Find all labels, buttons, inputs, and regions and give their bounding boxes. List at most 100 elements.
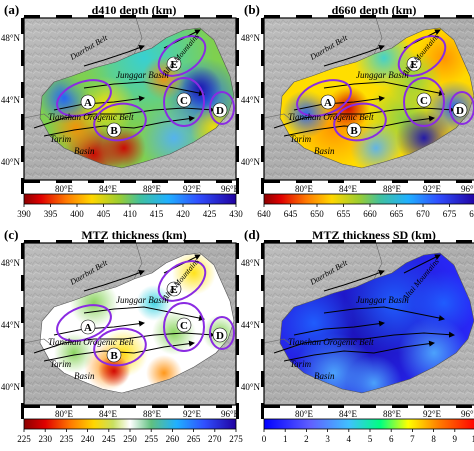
lon-tick-label: 96°E: [461, 409, 474, 419]
panel-title: d410 depth (km): [92, 3, 177, 17]
fault-line: [283, 340, 435, 362]
region-circle-d: D: [212, 102, 228, 118]
region-circle-e: E: [166, 281, 182, 297]
panel-1: (b) d660 depth (km) A B C D E Tianshan Orogenic…: [241, 2, 474, 219]
colorbar-tick-label: 400: [70, 209, 84, 219]
lat-tick-label: 48°N: [1, 258, 21, 268]
panel-title: MTZ thickness (km): [81, 228, 186, 242]
colorbar-gradient: [263, 418, 474, 430]
lat-tick-label: 44°N: [241, 95, 261, 105]
study-ellipse: [157, 35, 207, 77]
lat-tick-label: 44°N: [241, 320, 261, 330]
panel-letter: (c): [4, 227, 18, 242]
region-letter: B: [350, 125, 358, 137]
lat-tick-label: 48°N: [241, 258, 261, 268]
lon-tick-label: 96°E: [221, 184, 240, 194]
panel-letter: (a): [4, 2, 19, 17]
map-area: A B C D E Tianshan Orogenic Belt Junggar Basin…: [21, 15, 239, 194]
region-letter: D: [216, 105, 224, 117]
lon-tick-label: 96°E: [221, 409, 240, 419]
map-area: A B C D E Tianshan Orogenic Belt Junggar Basin…: [21, 240, 239, 419]
panel-letter: (d): [244, 227, 260, 242]
colorbar-tick-label: 225: [17, 434, 31, 444]
colorbar-tick-label: 415: [150, 209, 164, 219]
colorbar-tick-label: 275: [229, 434, 243, 444]
study-ellipse: [449, 91, 474, 125]
lon-tick-label: 92°E: [423, 184, 442, 194]
region-circle-a: A: [80, 319, 96, 335]
colorbar-tick-label: 680: [469, 209, 474, 219]
fault-line: [323, 269, 385, 292]
region-circle-e: E: [406, 56, 422, 72]
colorbar-tick-label: 640: [257, 209, 271, 219]
lon-tick-label: 88°E: [143, 409, 162, 419]
fault-line: [293, 95, 385, 111]
fault-line: [293, 320, 385, 336]
region-letter: C: [420, 95, 428, 107]
fault-line: [83, 81, 205, 96]
region-letter: B: [110, 350, 118, 362]
colorbar-tick-label: 3: [325, 434, 330, 444]
lon-tick-label: 84°E: [99, 409, 118, 419]
region-circle-c: C: [416, 92, 432, 108]
fault-line: [83, 306, 205, 321]
region-letter: D: [216, 330, 224, 342]
colorbar-tick-label: 675: [443, 209, 457, 219]
colorbar-tick-label: 425: [203, 209, 217, 219]
geo-label-1: Junggar Basin: [356, 70, 409, 80]
region-circle-c: C: [176, 92, 192, 108]
geo-label-2: Tarim: [290, 134, 312, 144]
geo-label-3: Basin: [314, 371, 335, 381]
colorbar: 390 395 400 405 410 415 420 425 430: [17, 193, 243, 219]
colorbar-tick-label: 410: [123, 209, 137, 219]
geo-label-1: Junggar Basin: [116, 70, 169, 80]
geo-label-3: Basin: [74, 371, 95, 381]
panel-0: (a) d410 depth (km) A B C D E Tianshan Orogenic…: [1, 2, 243, 219]
geo-label-2: Tarim: [50, 359, 72, 369]
colorbar-tick-label: 1: [283, 434, 288, 444]
region-letter: E: [170, 59, 177, 71]
region-letter: B: [110, 125, 118, 137]
geo-label-1: Junggar Basin: [356, 295, 409, 305]
colorbar-tick-label: 265: [187, 434, 201, 444]
colorbar-tick-label: 405: [97, 209, 111, 219]
study-ellipse: [209, 316, 235, 350]
region-circle-c: C: [176, 317, 192, 333]
colorbar-tick-label: 10: [472, 434, 474, 444]
lat-tick-label: 48°N: [241, 33, 261, 43]
fault-line: [33, 331, 215, 354]
colorbar-tick-label: 655: [337, 209, 351, 219]
panel-title: MTZ thickness SD (km): [312, 228, 436, 242]
fault-line: [83, 269, 145, 292]
study-ellipse: [93, 102, 147, 142]
region-letter: A: [84, 322, 92, 334]
lon-tick-label: 80°E: [55, 184, 74, 194]
geo-label-0: Tianshan Orogenic Belt: [288, 337, 374, 347]
study-ellipse: [56, 79, 112, 117]
colorbar-tick-label: 260: [166, 434, 180, 444]
colorbar-tick-label: 650: [310, 209, 324, 219]
fault-line: [323, 81, 445, 96]
region-letter: C: [180, 320, 188, 332]
fault-line: [273, 106, 455, 129]
colorbar: 225 230 235 240 245 250 255 260 265 270 275: [17, 418, 243, 444]
study-ellipse: [333, 102, 387, 142]
lat-tick-label: 40°N: [241, 382, 261, 392]
colorbar-gradient: [23, 418, 237, 430]
region-letter: E: [170, 284, 177, 296]
region-circle-a: A: [320, 94, 336, 110]
colorbar-tick-label: 660: [363, 209, 377, 219]
region-letter: D: [456, 105, 464, 117]
study-ellipse: [296, 79, 352, 117]
panel-2: (c) MTZ thickness (km) A B C D E Tianshan Oroge…: [1, 227, 243, 444]
lon-tick-label: 96°E: [461, 184, 474, 194]
study-ellipse: [93, 327, 147, 367]
colorbar-tick-label: 4: [347, 434, 352, 444]
region-circle-b: B: [346, 122, 362, 138]
colorbar-tick-label: 9: [453, 434, 458, 444]
region-circle-a: A: [80, 94, 96, 110]
panel-title: d660 depth (km): [332, 3, 417, 17]
colorbar-tick-label: 0: [262, 434, 267, 444]
colorbar-tick-label: 420: [176, 209, 190, 219]
map-area: Tianshan Orogenic Belt Junggar Basin Tarim…: [261, 240, 474, 419]
